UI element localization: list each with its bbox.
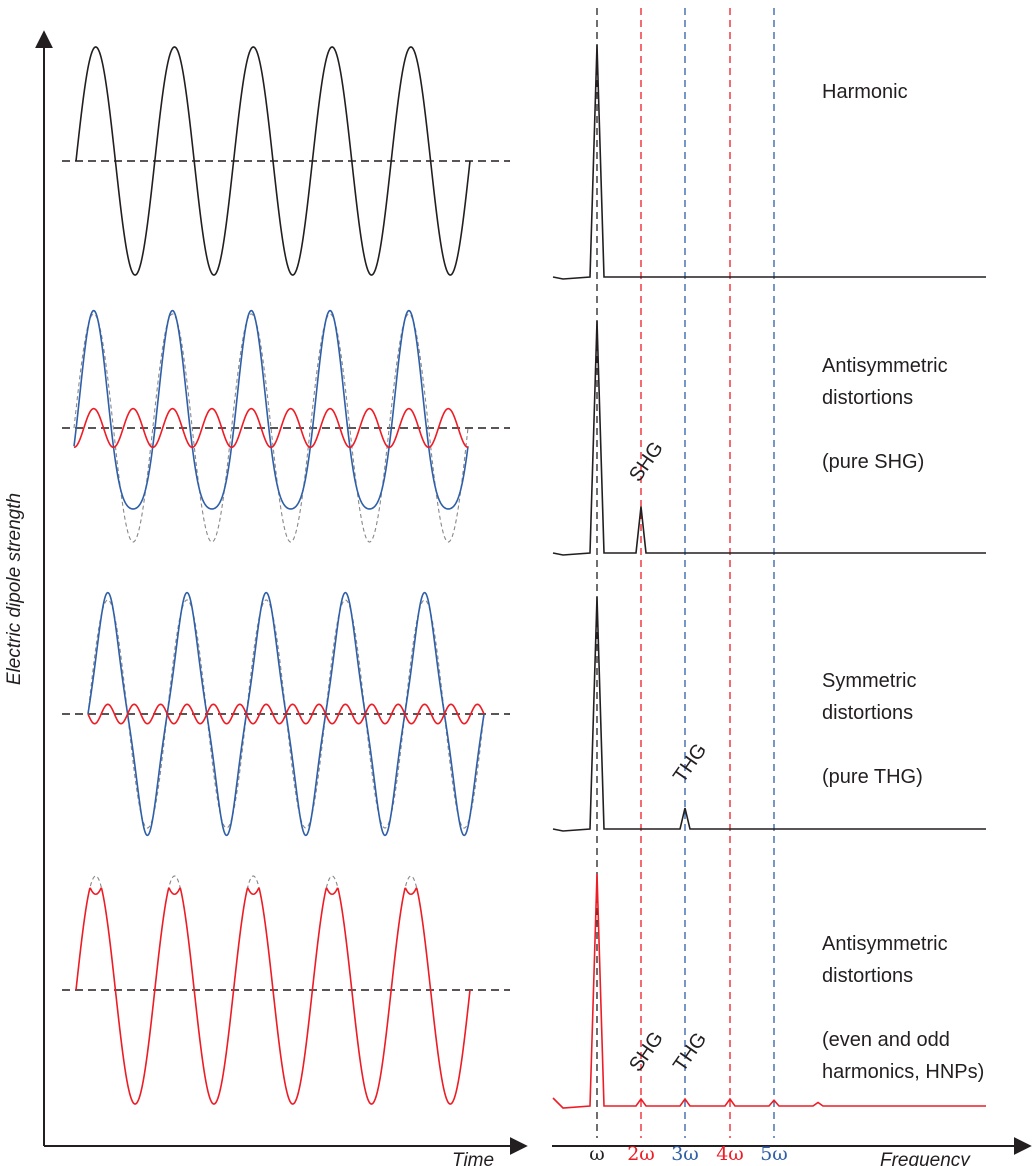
spectrum-symmetric-pure-thg: THG [552,596,986,832]
wave-clipped [75,887,471,1105]
freq-tick-label: 3ω [671,1143,699,1165]
freq-tick-label: 2ω [627,1143,655,1165]
row-label-line: harmonics, HNPs) [822,1061,984,1083]
time-row-harmonic [62,46,510,276]
row-label-line: Harmonic [822,81,908,103]
time-axis-label: Time [452,1150,494,1166]
row-label-line: distortions [822,387,913,409]
wave-fundamental [75,46,471,276]
spectrum-line [552,596,986,832]
freq-tick-label: 4ω [716,1143,744,1165]
harmonic-tag-thg: THG [669,740,711,787]
frequency-axis-label: Frequency [880,1150,971,1166]
time-domain-panel: Electric dipole strength Time [4,30,528,1166]
row-label-line: distortions [822,965,913,987]
freq-tick-label: 5ω [760,1143,788,1165]
row-label-line: Antisymmetric [822,355,948,377]
wave-third-harmonic [87,703,485,725]
row-label-line: (pure THG) [822,766,923,788]
time-row-antisymmetric-pure-shg [62,309,510,543]
time-row-antisymmetric-even-odd [62,875,510,1105]
spectrum-line [552,873,986,1109]
spectrum-line [552,44,986,280]
spectrum-line [552,320,986,556]
harmonic-tag-shg: SHG [625,438,668,486]
row-label-line: Antisymmetric [822,933,948,955]
row-label-line: Symmetric [822,670,916,692]
freq-tick-label: ω [589,1143,605,1165]
harmonic-tag-shg: SHG [625,1028,668,1076]
harmonic-tag-thg: THG [669,1029,711,1076]
y-axis-label: Electric dipole strength [4,493,25,685]
spectrum-harmonic [552,44,986,280]
row-label-symmetric-pure-thg: Symmetric distortions (pure THG) [822,670,923,788]
row-label-line: distortions [822,702,913,724]
row-label-antisymmetric-even-odd: Antisymmetric distortions (even and odd har… [822,933,984,1083]
row-label-line: (pure SHG) [822,451,924,473]
row-label-antisymmetric-pure-shg: Antisymmetric distortions (pure SHG) [822,355,948,473]
wave-second-harmonic [73,407,469,449]
row-label-harmonic: Harmonic [822,81,908,103]
wave-distorted-antisym [73,309,469,510]
row-label-line: (even and odd [822,1029,950,1051]
time-row-symmetric-pure-thg [62,591,510,837]
